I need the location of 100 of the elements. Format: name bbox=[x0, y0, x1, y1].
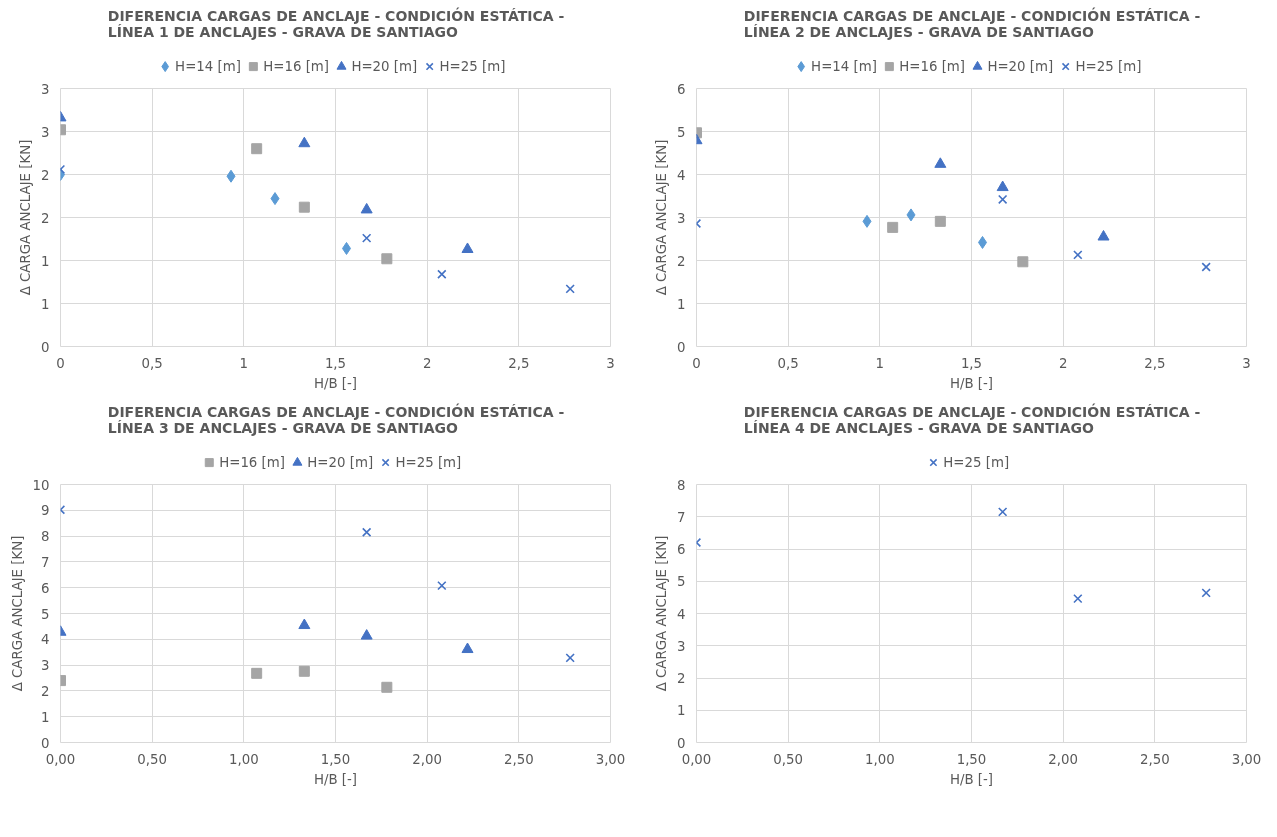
x-tick-label: 1,5 bbox=[324, 355, 347, 371]
y-tick-label: 5 bbox=[677, 574, 686, 590]
y-tick-label: 0 bbox=[677, 339, 686, 355]
legend-label: H=20 [m] bbox=[351, 59, 418, 75]
y-tick-label: 6 bbox=[677, 542, 686, 557]
point bbox=[996, 180, 1009, 192]
y-tick-label: 4 bbox=[677, 167, 686, 183]
point bbox=[934, 157, 947, 168]
x-tick-label: 2,50 bbox=[1140, 751, 1170, 767]
y-tick-label: 5 bbox=[41, 606, 50, 622]
y-tick-label: 4 bbox=[677, 606, 686, 622]
point bbox=[360, 629, 373, 640]
point bbox=[298, 618, 311, 630]
y-tick-label: 9 bbox=[41, 503, 50, 519]
legend-label: H=25 [m] bbox=[943, 455, 1010, 471]
x-tick-label: 0,00 bbox=[45, 751, 76, 767]
y-tick-label: 2 bbox=[41, 683, 50, 699]
y-tick-label: 3 bbox=[41, 658, 50, 674]
y-tick-label: 1 bbox=[677, 703, 686, 719]
point bbox=[1073, 593, 1083, 604]
point bbox=[437, 269, 447, 279]
point bbox=[997, 194, 1008, 205]
legend-label: H=20 [m] bbox=[307, 455, 374, 471]
x-tick-label: 3,00 bbox=[1231, 751, 1262, 767]
y-tick-label: 7 bbox=[41, 554, 50, 570]
point bbox=[270, 192, 280, 206]
point bbox=[862, 214, 872, 228]
legend-label: H=14 [m] bbox=[811, 59, 877, 75]
x-tick-label: 0,50 bbox=[773, 751, 804, 767]
point bbox=[1201, 588, 1211, 598]
legend-label: H=16 [m] bbox=[899, 59, 966, 75]
x-tick-label: 0,00 bbox=[681, 751, 712, 767]
point bbox=[381, 681, 393, 693]
x-tick-label: 2,00 bbox=[1048, 751, 1079, 767]
point bbox=[361, 233, 372, 243]
y-tick-label: 4 bbox=[41, 632, 50, 648]
y-tick-label: 3 bbox=[41, 124, 50, 140]
point bbox=[298, 201, 310, 213]
x-tick-label: 0 bbox=[692, 355, 701, 371]
y-tick-label: 3 bbox=[677, 638, 686, 654]
x-axis-title: H/B [-] bbox=[949, 771, 994, 787]
point bbox=[461, 242, 474, 253]
y-axis-title: Δ CARGA ANCLAJE [KN] bbox=[9, 535, 25, 692]
legend-label: H=20 [m] bbox=[987, 59, 1054, 75]
y-axis-title: Δ CARGA ANCLAJE [KN] bbox=[18, 139, 34, 296]
point bbox=[461, 642, 474, 654]
x-tick-label: 1,00 bbox=[865, 751, 895, 767]
y-tick-label: 7 bbox=[677, 509, 686, 525]
x-tick-label: 1,50 bbox=[956, 751, 987, 767]
x-tick-label: 0,50 bbox=[137, 751, 168, 767]
x-tick-label: 2,50 bbox=[504, 751, 534, 767]
x-axis-title: H/B [-] bbox=[313, 375, 358, 391]
x-tick-label: 1 bbox=[239, 355, 249, 371]
y-tick-label: 0 bbox=[41, 735, 50, 751]
x-tick-label: 2 bbox=[422, 355, 432, 371]
x-tick-label: 3 bbox=[606, 355, 615, 371]
point bbox=[1017, 256, 1029, 268]
x-tick-label: 1,50 bbox=[320, 751, 351, 767]
point bbox=[565, 284, 575, 294]
legend-label: H=16 [m] bbox=[263, 59, 330, 75]
y-tick-label: 5 bbox=[677, 124, 686, 140]
x-tick-label: 0 bbox=[56, 355, 65, 371]
x-tick-label: 1,00 bbox=[229, 751, 259, 767]
y-tick-label: 3 bbox=[677, 210, 686, 226]
point bbox=[887, 221, 899, 233]
y-tick-label: 2 bbox=[677, 671, 686, 686]
x-tick-label: 3 bbox=[1242, 355, 1251, 371]
chart-title: DIFERENCIA CARGAS DE ANCLAJE - CONDICIÓN ESTÁTICA - LÍNEA 1 DE ANCLAJES - GRAVA DE SANTIAGO bbox=[107, 6, 565, 40]
y-tick-label: 6 bbox=[677, 81, 686, 97]
x-tick-label: 2,5 bbox=[1144, 355, 1166, 371]
y-tick-label: 8 bbox=[41, 529, 50, 545]
y-tick-label: 2 bbox=[41, 210, 50, 226]
y-tick-label: 0 bbox=[677, 735, 686, 751]
point bbox=[251, 143, 263, 155]
point bbox=[1097, 230, 1110, 241]
point bbox=[437, 580, 447, 591]
point bbox=[1201, 262, 1211, 272]
x-tick-label: 2 bbox=[1058, 355, 1068, 371]
point bbox=[361, 527, 372, 537]
point bbox=[934, 215, 946, 227]
x-tick-label: 0,5 bbox=[141, 355, 163, 371]
chart-title: DIFERENCIA CARGAS DE ANCLAJE - CONDICIÓN ESTÁTICA - LÍNEA 4 DE ANCLAJES - GRAVA DE SANTIAGO bbox=[743, 402, 1201, 436]
y-axis-title: Δ CARGA ANCLAJE [KN] bbox=[654, 535, 670, 692]
y-tick-label: 1 bbox=[41, 253, 50, 269]
point bbox=[251, 667, 263, 679]
point bbox=[565, 653, 575, 663]
y-tick-label: 3 bbox=[41, 81, 50, 97]
y-tick-label: 1 bbox=[41, 709, 50, 725]
x-axis-title: H/B [-] bbox=[313, 771, 358, 787]
point bbox=[298, 136, 311, 148]
y-tick-label: 2 bbox=[677, 253, 686, 269]
chart-title: DIFERENCIA CARGAS DE ANCLAJE - CONDICIÓN ESTÁTICA - LÍNEA 3 DE ANCLAJES - GRAVA DE SANTIAGO bbox=[107, 402, 565, 436]
y-tick-label: 0 bbox=[41, 339, 50, 355]
x-axis-title: H/B [-] bbox=[949, 375, 994, 391]
y-tick-label: 1 bbox=[41, 296, 50, 312]
x-tick-label: 0,5 bbox=[777, 355, 799, 371]
x-tick-label: 2,5 bbox=[508, 355, 530, 371]
point bbox=[360, 202, 373, 214]
x-tick-label: 3,00 bbox=[595, 751, 626, 767]
legend-label: H=25 [m] bbox=[439, 59, 506, 75]
